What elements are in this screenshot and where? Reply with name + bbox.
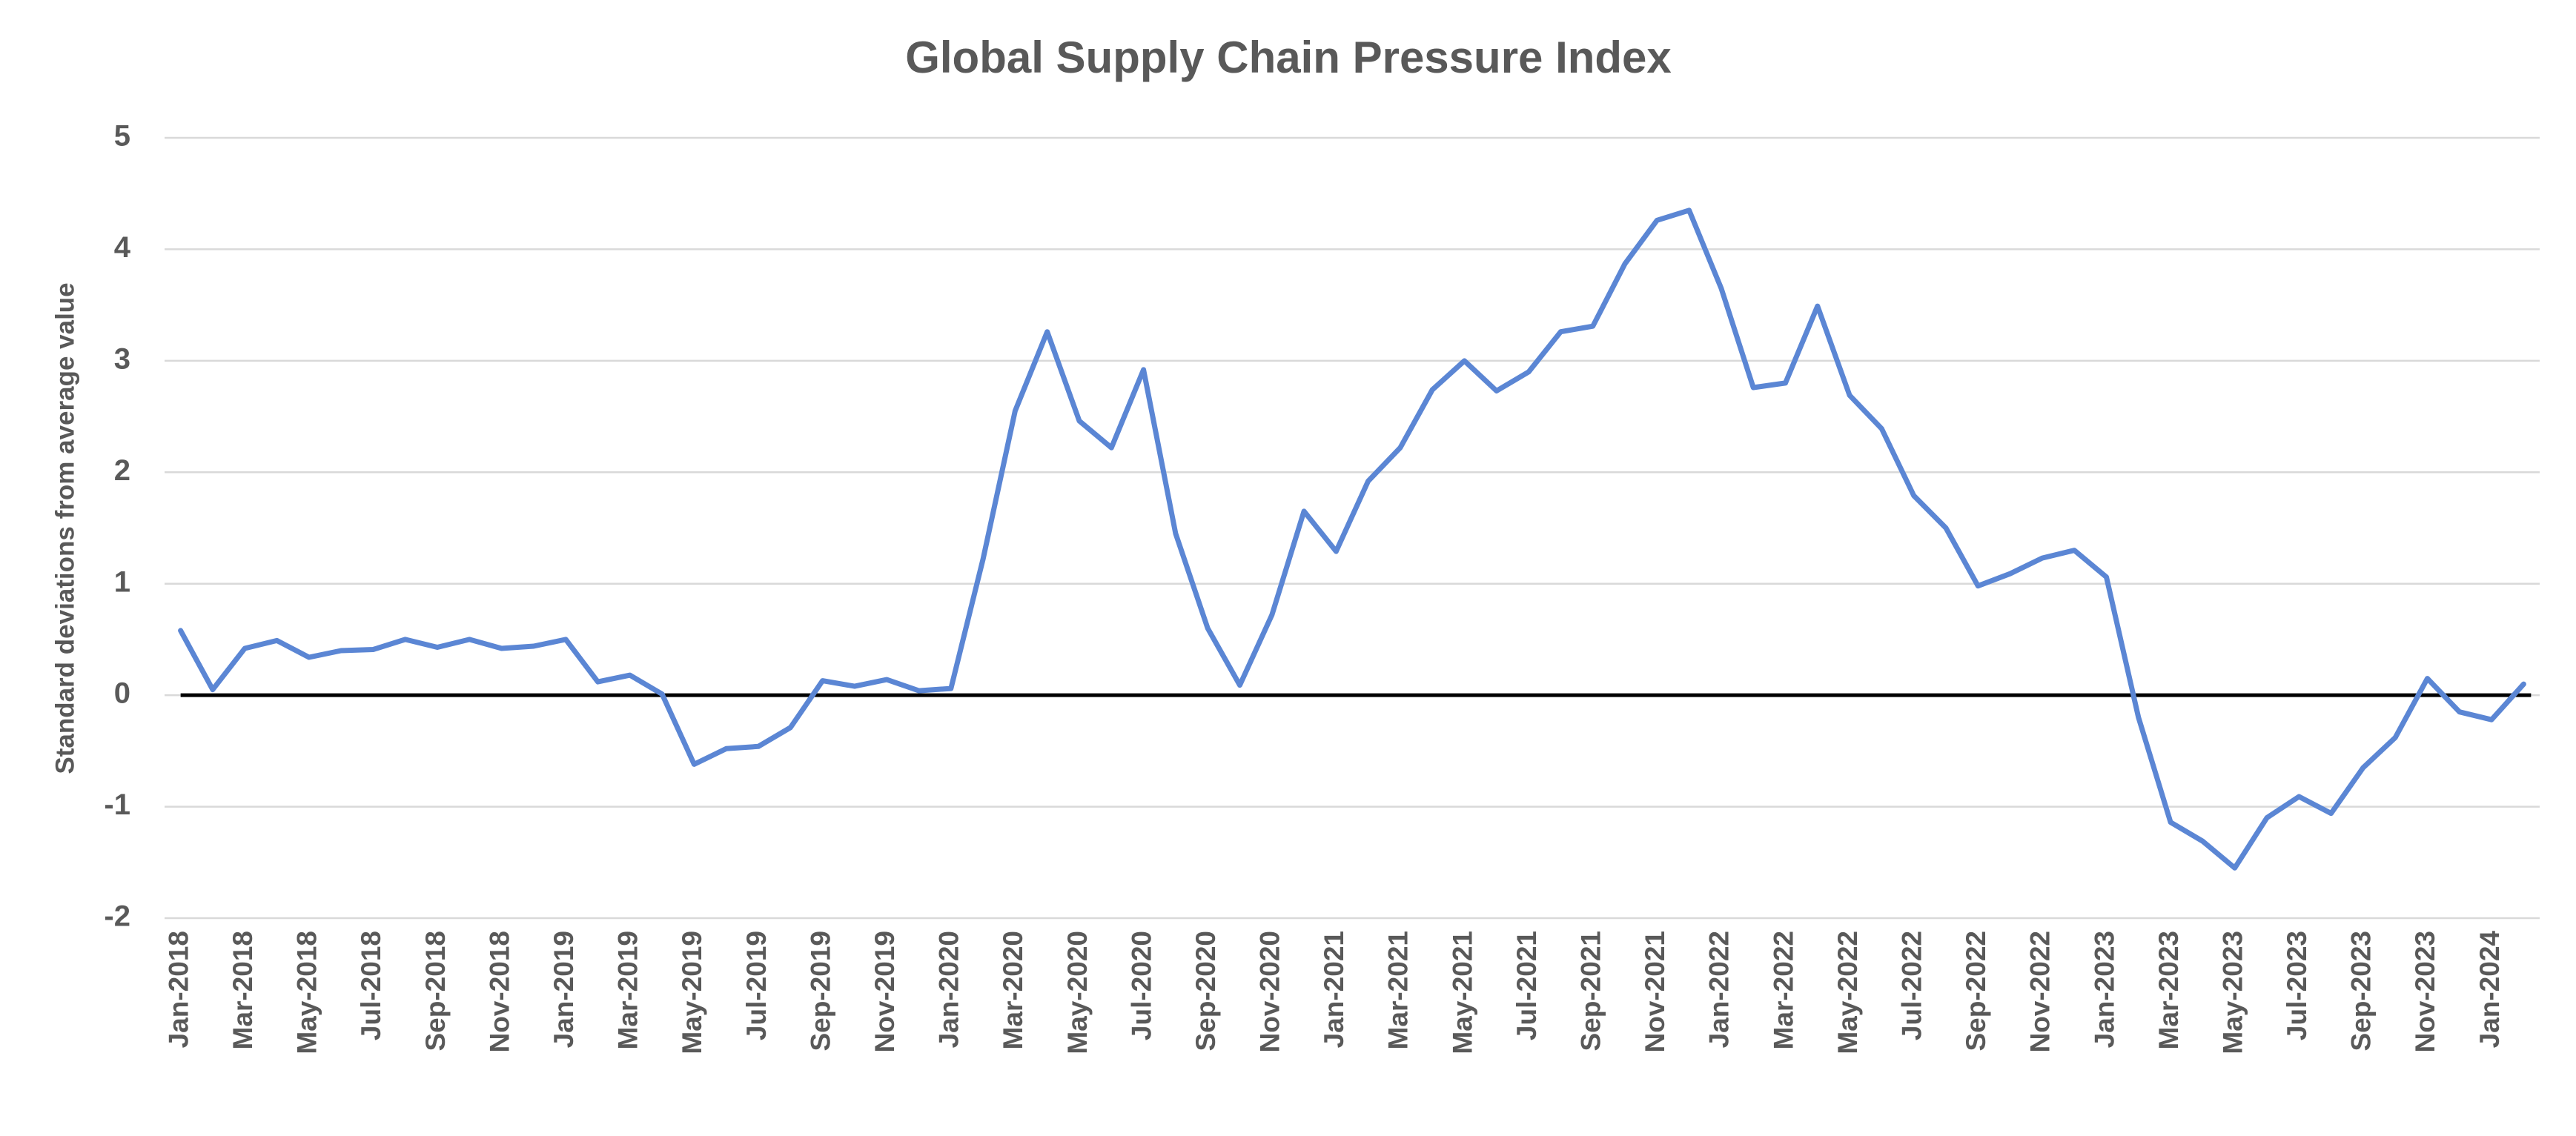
x-tick-label: Jan-2024 xyxy=(2474,931,2505,1049)
x-tick-label: Nov-2020 xyxy=(1255,931,1285,1053)
y-tick-label: 3 xyxy=(114,342,130,375)
x-tick-label: Jan-2022 xyxy=(1704,931,1735,1048)
x-tick-label: Jul-2022 xyxy=(1896,931,1927,1040)
x-tick-label: May-2019 xyxy=(677,931,707,1054)
x-tick-label: May-2020 xyxy=(1062,931,1093,1054)
x-tick-label: Nov-2018 xyxy=(484,931,514,1053)
x-tick-label: Nov-2022 xyxy=(2025,931,2056,1053)
x-tick-label: Sep-2019 xyxy=(805,931,835,1052)
y-tick-label: 4 xyxy=(114,231,131,264)
x-tick-label: Nov-2023 xyxy=(2410,931,2440,1053)
x-tick-label: Mar-2023 xyxy=(2153,931,2184,1049)
y-tick-label: 2 xyxy=(114,454,130,487)
y-axis-label: Standard deviations from average value xyxy=(50,282,79,774)
x-tick-label: Jan-2019 xyxy=(549,931,579,1048)
x-tick-label: Jul-2021 xyxy=(1512,931,1542,1040)
x-tick-label: Mar-2019 xyxy=(613,931,643,1049)
x-tick-label: May-2021 xyxy=(1447,931,1477,1054)
x-tick-label: May-2022 xyxy=(1832,931,1863,1054)
x-tick-label: Sep-2021 xyxy=(1576,931,1606,1052)
x-tick-label: Jul-2019 xyxy=(741,931,772,1040)
chart-title: Global Supply Chain Pressure Index xyxy=(905,33,1672,82)
x-tick-label: Mar-2020 xyxy=(998,931,1028,1049)
x-tick-label: Nov-2019 xyxy=(870,931,900,1053)
x-tick-label: Jul-2018 xyxy=(356,931,386,1040)
x-tick-label: Sep-2018 xyxy=(420,931,451,1052)
x-tick-label: Sep-2022 xyxy=(1961,931,1991,1052)
x-tick-label: Sep-2023 xyxy=(2346,931,2377,1052)
x-tick-label: May-2018 xyxy=(292,931,322,1054)
y-tick-label: 5 xyxy=(114,120,130,153)
x-tick-label: Mar-2018 xyxy=(228,931,258,1049)
y-tick-label: 0 xyxy=(114,677,130,710)
x-tick-label: Mar-2021 xyxy=(1383,931,1414,1049)
x-tick-label: Jan-2021 xyxy=(1319,931,1349,1048)
data-line xyxy=(178,207,2526,871)
y-tick-label: -1 xyxy=(104,788,130,821)
y-tick-label: 1 xyxy=(114,565,130,598)
x-tick-label: Mar-2022 xyxy=(1768,931,1798,1049)
x-tick-label: Jan-2020 xyxy=(934,931,964,1048)
y-tick-label: -2 xyxy=(104,900,130,933)
x-tick-label: Nov-2021 xyxy=(1640,931,1670,1053)
x-tick-label: Jul-2023 xyxy=(2282,931,2312,1040)
x-tick-label: Sep-2020 xyxy=(1191,931,1221,1052)
x-tick-label: May-2023 xyxy=(2217,931,2248,1054)
x-tick-label: Jan-2018 xyxy=(163,931,193,1048)
x-tick-label: Jan-2023 xyxy=(2089,931,2119,1048)
x-tick-label: Jul-2020 xyxy=(1126,931,1156,1040)
